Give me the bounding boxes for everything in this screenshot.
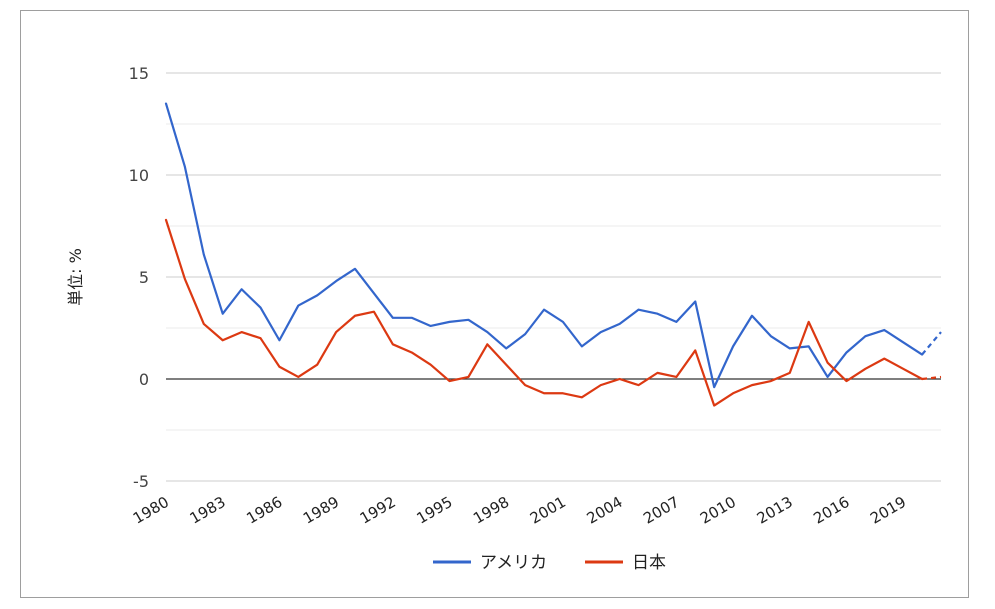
y-axis-ticks: 15 10 5 0 -5 [129,64,149,491]
x-tick-label: 1983 [187,493,229,528]
legend: アメリカ 日本 [433,553,666,573]
legend-label: アメリカ [480,553,547,573]
x-tick-label: 1989 [300,493,342,528]
x-tick-label: 1992 [357,493,399,528]
x-axis-ticks: 1980 1983 1986 1989 1992 1995 1998 2001 2004 2007… [130,493,909,528]
series-line-1 [164,218,924,407]
series-line-0 [164,102,924,389]
x-tick-label: 1998 [470,493,512,528]
series-lines [164,102,942,407]
y-tick-label: 0 [139,370,149,389]
x-tick-label: 1980 [130,493,172,528]
y-tick-label: -5 [133,472,149,491]
x-tick-label: 2001 [527,493,569,528]
x-tick-label: 2016 [810,493,852,528]
legend-label: 日本 [632,553,666,573]
line-chart: 15 10 5 0 -5 1980 1983 1986 1989 1992 1995 1998 200… [66,64,942,573]
x-tick-label: 2013 [754,493,796,528]
series-forecast-segment-0 [921,331,942,356]
x-tick-label: 2010 [697,493,739,528]
series-forecast-segment-1 [921,375,942,381]
x-tick-label: 2007 [640,493,682,528]
x-tick-label: 2004 [584,493,626,528]
x-tick-label: 2019 [867,493,909,528]
x-tick-label: 1986 [243,493,285,528]
y-tick-label: 15 [129,64,149,83]
chart-frame: 15 10 5 0 -5 1980 1983 1986 1989 1992 1995 1998 200… [20,10,969,598]
y-tick-label: 5 [139,268,149,287]
y-axis-label: 単位: % [66,248,85,306]
y-tick-label: 10 [129,166,149,185]
grid [166,72,941,482]
x-tick-label: 1995 [413,493,455,528]
